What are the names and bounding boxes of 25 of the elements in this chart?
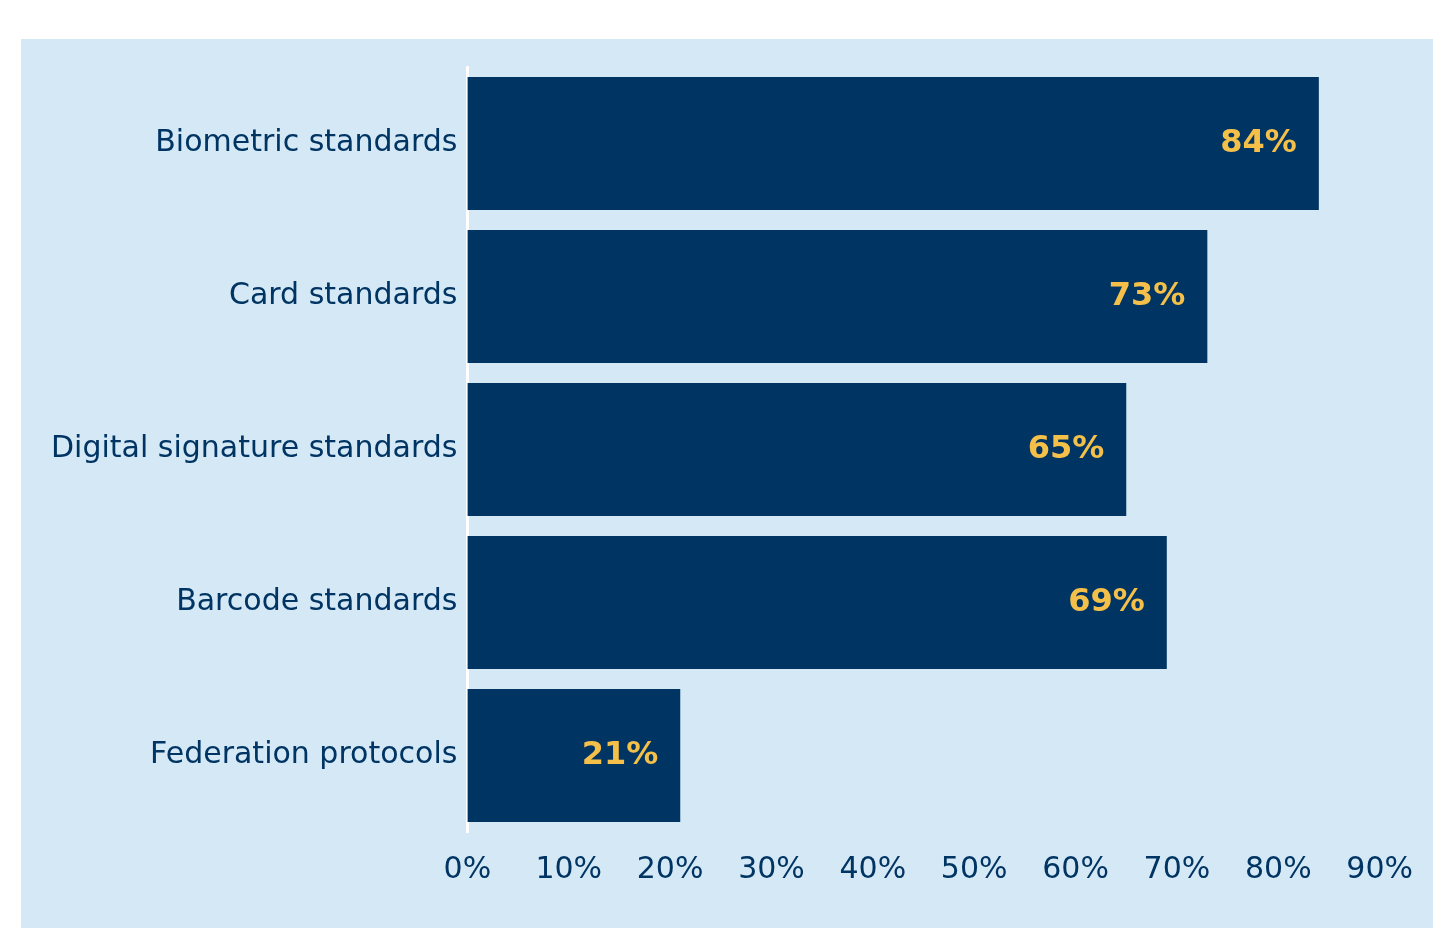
bar (467, 688, 681, 823)
bar (467, 382, 1127, 517)
data-label: 84% (1220, 121, 1297, 160)
y-tick-label: Federation protocols (150, 735, 458, 771)
data-label: 65% (1027, 427, 1105, 466)
x-tick-label: 40% (839, 849, 907, 885)
x-tick-label: 80% (1244, 849, 1312, 885)
x-tick-label: 0% (443, 849, 492, 885)
bar (467, 535, 1167, 670)
y-tick-label: Digital signature standards (50, 429, 458, 465)
y-tick-label: Barcode standards (176, 582, 458, 618)
data-label: 69% (1068, 580, 1145, 619)
x-tick-label: 50% (940, 849, 1008, 885)
y-tick-label: Biometric standards (155, 123, 458, 159)
x-tick-label: 10% (535, 849, 603, 885)
y-tick-label: Card standards (228, 276, 458, 312)
x-tick-label: 20% (636, 849, 704, 885)
x-tick-label: 90% (1346, 849, 1413, 885)
x-tick-label: 70% (1143, 849, 1211, 885)
data-label: 73% (1108, 274, 1186, 313)
x-tick-label: 60% (1042, 849, 1109, 885)
data-label: 21% (581, 733, 659, 772)
bar (467, 76, 1319, 211)
bar (467, 229, 1208, 364)
x-tick-label: 30% (738, 849, 805, 885)
